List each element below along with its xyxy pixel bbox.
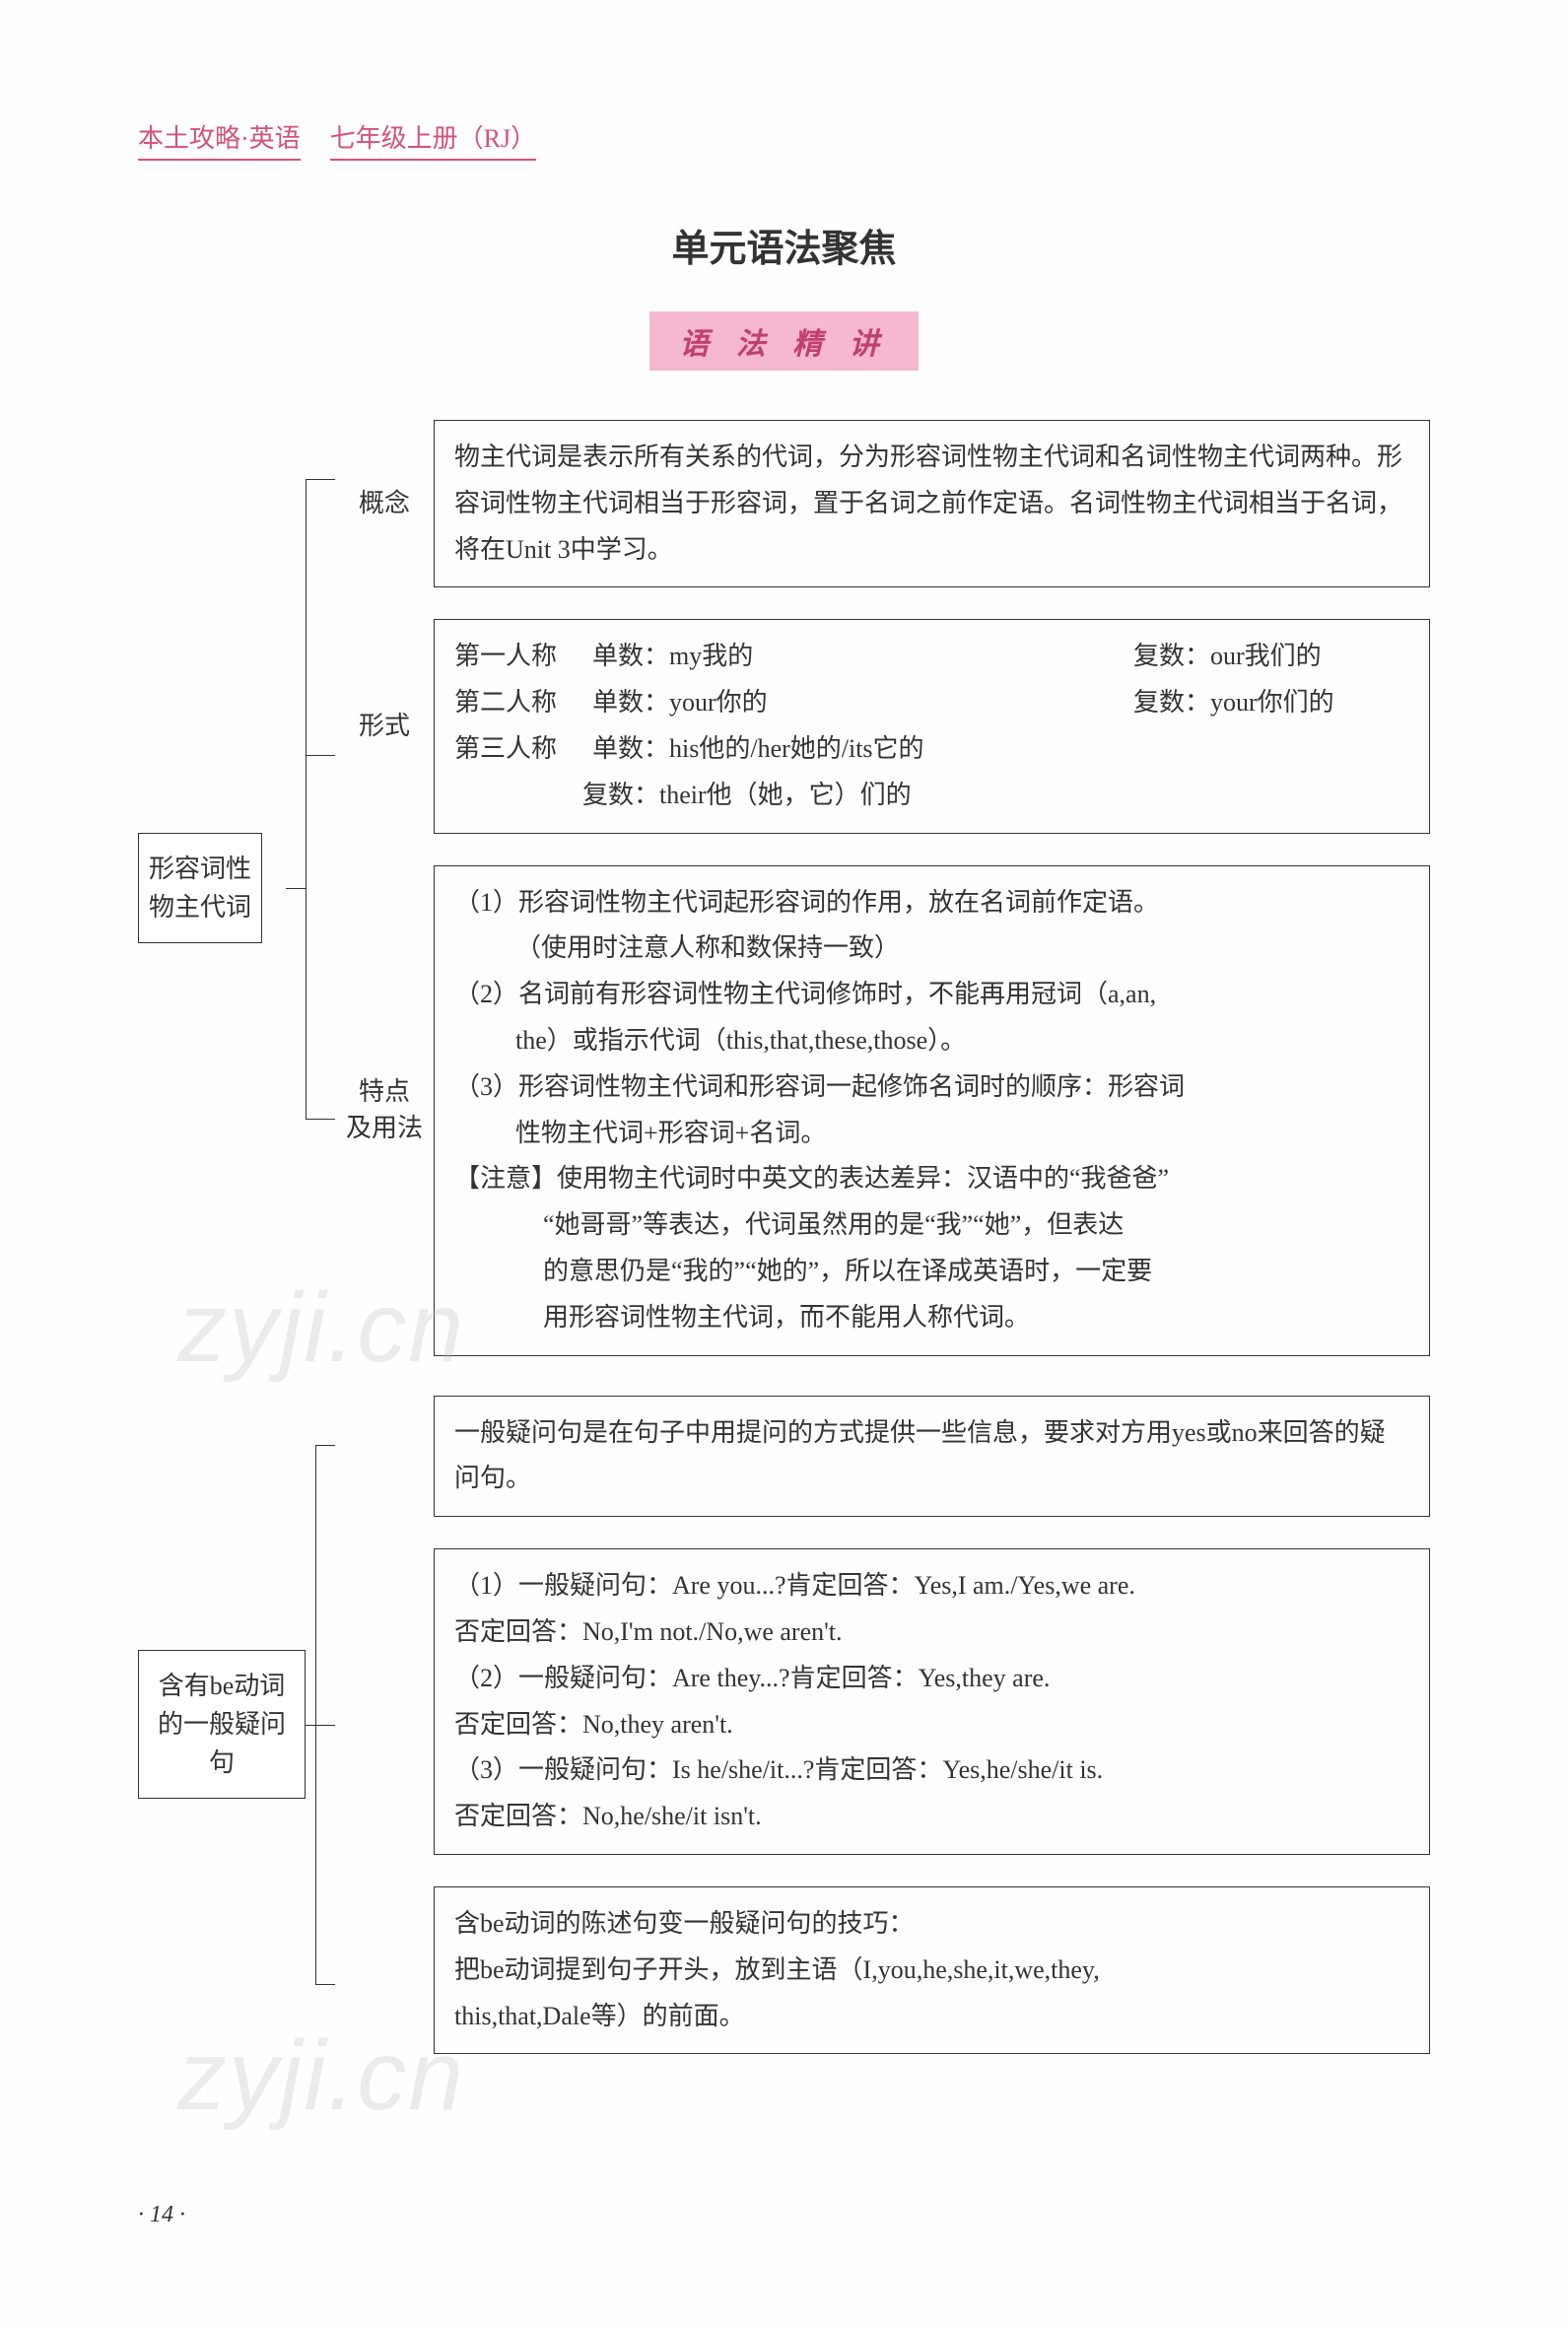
q-forms-content: （1）一般疑问句：Are you...?肯定回答：Yes,I am./Yes,w… <box>434 1548 1430 1855</box>
usage-line-8: 的意思仍是“我的”“她的”，所以在译成英语时，一定要 <box>454 1249 1409 1295</box>
branch-concept: 概念 物主代词是表示所有关系的代词，分为形容词性物主代词和名词性物主代词两种。形… <box>335 420 1430 587</box>
single-1: 单数：my我的 <box>592 634 1133 680</box>
q-line-4: （3）一般疑问句：Is he/she/it...?肯定回答：Yes,he/she… <box>454 1747 1409 1794</box>
person-1: 第一人称 <box>454 634 592 680</box>
plural-2: 复数：your你们的 <box>1133 680 1409 726</box>
topic-label-2: 含有be动词 的一般疑问句 <box>138 1650 306 1799</box>
branch-usage: 特点 及用法 （1）形容词性物主代词起形容词的作用，放在名词前作定语。 （使用时… <box>335 865 1430 1356</box>
branch-label-concept: 概念 <box>335 420 434 587</box>
topic-container: 形容词性 物主代词 <box>138 420 286 1356</box>
subtitle: 语 法 精 讲 <box>138 311 1430 371</box>
usage-line-0: （1）形容词性物主代词起形容词的作用，放在名词前作定语。 <box>454 880 1409 926</box>
branches-container: 概念 物主代词是表示所有关系的代词，分为形容词性物主代词和名词性物主代词两种。形… <box>335 420 1430 1356</box>
section-possessive-pronouns: 形容词性 物主代词 概念 物主代词是表示所有关系的代词，分为形容词性物主代词和名… <box>138 420 1430 1356</box>
branch-label-empty-1 <box>335 1396 434 1518</box>
usage-line-3: the）或指示代词（this,that,these,those）。 <box>454 1018 1409 1064</box>
topic-container-2: 含有be动词 的一般疑问句 <box>138 1396 306 2055</box>
tip-line-2: this,that,Dale等）的前面。 <box>454 1994 1409 2040</box>
concept-content: 物主代词是表示所有关系的代词，分为形容词性物主代词和名词性物主代词两种。形容词性… <box>434 420 1430 587</box>
branch-q-tip: 含be动词的陈述句变一般疑问句的技巧： 把be动词提到句子开头，放到主语（I,y… <box>335 1886 1430 2054</box>
header-grade: 七年级上册（RJ） <box>330 118 536 161</box>
branch-label-empty-2 <box>335 1548 434 1855</box>
usage-line-5: 性物主代词+形容词+名词。 <box>454 1111 1409 1157</box>
branch-forms: 形式 第一人称 单数：my我的 复数：our我们的 第二人称 单数：your你的… <box>335 619 1430 833</box>
person-2: 第二人称 <box>454 680 592 726</box>
q-line-1: 否定回答：No,I'm not./No,we aren't. <box>454 1609 1409 1656</box>
usage-line-1: （使用时注意人称和数保持一致） <box>454 925 1409 972</box>
branch-q-forms: （1）一般疑问句：Are you...?肯定回答：Yes,I am./Yes,w… <box>335 1548 1430 1855</box>
forms-lastrow: 复数：their他（她，它）们的 <box>454 773 1409 819</box>
branch-label-usage: 特点 及用法 <box>335 865 434 1356</box>
branch-q-def: 一般疑问句是在句子中用提问的方式提供一些信息，要求对方用yes或no来回答的疑问… <box>335 1396 1430 1518</box>
subtitle-text: 语 法 精 讲 <box>649 311 919 371</box>
q-def-content: 一般疑问句是在句子中用提问的方式提供一些信息，要求对方用yes或no来回答的疑问… <box>434 1396 1430 1518</box>
page-number: · 14 · <box>138 2202 1430 2228</box>
usage-line-6: 【注意】使用物主代词时中英文的表达差异：汉语中的“我爸爸” <box>454 1156 1409 1202</box>
q-line-5: 否定回答：No,he/she/it isn't. <box>454 1794 1409 1840</box>
usage-line-7: “她哥哥”等表达，代词虽然用的是“我”“她”，但表达 <box>454 1202 1409 1249</box>
header-book-title: 本土攻略·英语 <box>138 118 301 161</box>
usage-line-2: （2）名词前有形容词性物主代词修饰时，不能再用冠词（a,an, <box>454 972 1409 1018</box>
tip-line-0: 含be动词的陈述句变一般疑问句的技巧： <box>454 1901 1409 1948</box>
connector-2 <box>306 1396 335 2055</box>
usage-line-4: （3）形容词性物主代词和形容词一起修饰名词时的顺序：形容词 <box>454 1064 1409 1111</box>
single-2: 单数：your你的 <box>592 680 1133 726</box>
page-title: 单元语法聚焦 <box>138 218 1430 272</box>
single-3: 单数：his他的/her她的/its它的 <box>592 726 1409 773</box>
plural-1: 复数：our我们的 <box>1133 634 1409 680</box>
q-tip-content: 含be动词的陈述句变一般疑问句的技巧： 把be动词提到句子开头，放到主语（I,y… <box>434 1886 1430 2054</box>
branches-container-2: 一般疑问句是在句子中用提问的方式提供一些信息，要求对方用yes或no来回答的疑问… <box>335 1396 1430 2055</box>
branch-label-forms: 形式 <box>335 619 434 833</box>
person-row-3: 第三人称 单数：his他的/her她的/its它的 <box>454 726 1409 773</box>
q-line-0: （1）一般疑问句：Are you...?肯定回答：Yes,I am./Yes,w… <box>454 1563 1409 1609</box>
person-3: 第三人称 <box>454 726 592 773</box>
connector <box>286 420 335 1356</box>
usage-content: （1）形容词性物主代词起形容词的作用，放在名词前作定语。 （使用时注意人称和数保… <box>434 865 1430 1356</box>
person-row-2: 第二人称 单数：your你的 复数：your你们的 <box>454 680 1409 726</box>
person-row-1: 第一人称 单数：my我的 复数：our我们的 <box>454 634 1409 680</box>
usage-line-9: 用形容词性物主代词，而不能用人称代词。 <box>454 1295 1409 1341</box>
page-header: 本土攻略·英语 七年级上册（RJ） <box>138 118 1430 169</box>
branch-label-empty-3 <box>335 1886 434 2054</box>
section-be-questions: 含有be动词 的一般疑问句 一般疑问句是在句子中用提问的方式提供一些信息，要求对… <box>138 1396 1430 2055</box>
forms-content: 第一人称 单数：my我的 复数：our我们的 第二人称 单数：your你的 复数… <box>434 619 1430 833</box>
topic-label: 形容词性 物主代词 <box>138 833 262 943</box>
tip-line-1: 把be动词提到句子开头，放到主语（I,you,he,she,it,we,they… <box>454 1948 1409 1994</box>
q-line-2: （2）一般疑问句：Are they...?肯定回答：Yes,they are. <box>454 1656 1409 1702</box>
q-line-3: 否定回答：No,they aren't. <box>454 1702 1409 1748</box>
